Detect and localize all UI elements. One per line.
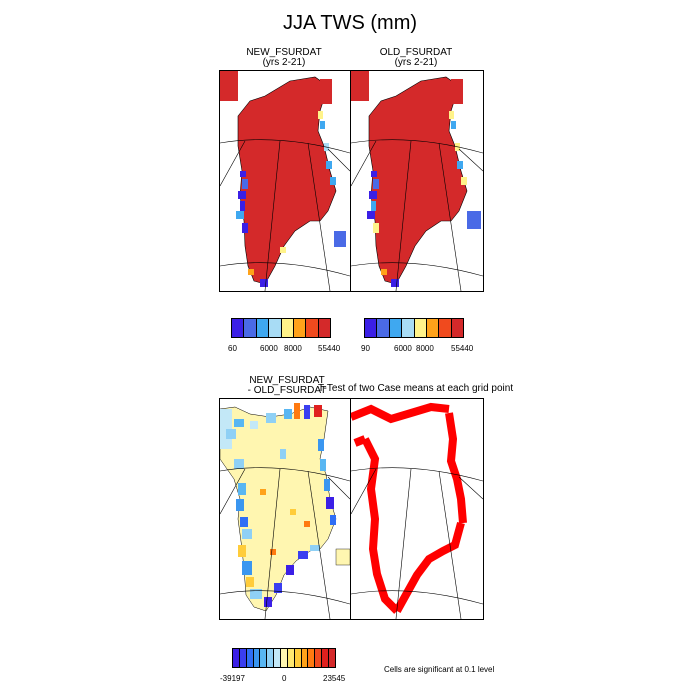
- significance-note: Cells are significant at 0.1 level: [384, 665, 495, 674]
- panel-title-old: OLD_FSURDAT (yrs 2-21): [350, 48, 482, 68]
- colorbar-diff-swatch: [246, 649, 254, 667]
- land-patch: [220, 71, 238, 101]
- panel-subtitle-old: (yrs 2-21): [394, 57, 438, 68]
- colorbar-diff-swatch: [329, 649, 335, 667]
- graticule: [351, 467, 483, 619]
- colorbar-diff-swatch: [281, 649, 288, 667]
- colorbar-old-swatch: [389, 319, 403, 337]
- colorbar-diff-swatch: [322, 649, 330, 667]
- colorbar-new: [231, 318, 331, 338]
- colorbar-new-label-8000: 8000: [284, 344, 302, 353]
- colorbar-diff: [232, 648, 336, 668]
- colorbar-new-swatch: [269, 319, 282, 337]
- panel-title-diff-line2: - OLD_FSURDAT: [247, 385, 327, 396]
- colorbar-diff-swatch: [260, 649, 268, 667]
- colorbar-old-label-min: 90: [361, 344, 370, 353]
- panel-title-old-main: OLD_FSURDAT: [379, 47, 453, 58]
- figure-title: JJA TWS (mm): [282, 12, 418, 34]
- colorbar-new-label-6000: 6000: [260, 344, 278, 353]
- colorbar-new-swatch: [244, 319, 257, 337]
- panel-title-new-main: NEW_FSURDAT: [246, 47, 322, 58]
- colorbar-diff-swatch: [253, 649, 261, 667]
- colorbar-diff-swatch: [239, 649, 247, 667]
- map-ttest: [350, 398, 484, 620]
- colorbar-old-swatch: [451, 319, 463, 337]
- map-difference-svg: [220, 399, 350, 619]
- colorbar-old-label-6000: 6000: [394, 344, 412, 353]
- colorbar-diff-swatch: [301, 649, 309, 667]
- colorbar-old-swatch: [426, 319, 440, 337]
- colorbar-new-swatch: [293, 319, 307, 337]
- colorbar-old-label-8000: 8000: [416, 344, 434, 353]
- land-patch: [351, 71, 369, 101]
- significant-cells: [351, 402, 467, 614]
- colorbar-old-swatch: [414, 319, 427, 337]
- colorbar-old-swatch: [377, 319, 390, 337]
- map-difference: [219, 398, 351, 620]
- colorbar-old-label-max: 55440: [451, 344, 474, 353]
- graticule: [220, 467, 350, 619]
- colorbar-new-swatch: [318, 319, 330, 337]
- land-patch: [451, 79, 463, 104]
- colorbar-old-swatch: [365, 319, 378, 337]
- map-old-svg: [351, 71, 483, 291]
- map-new-fsurdat: [219, 70, 351, 292]
- colorbar-new-swatch: [281, 319, 294, 337]
- graticule: [220, 139, 350, 291]
- colorbar-diff-label-max: 23545: [323, 674, 346, 683]
- colorbar-old-swatch: [402, 319, 415, 337]
- map-ttest-svg: [351, 402, 483, 619]
- colorbar-diff-swatch: [274, 649, 282, 667]
- colorbar-new-swatch: [232, 319, 245, 337]
- colorbar-diff-swatch: [315, 649, 323, 667]
- panel-title-diff-line1: NEW_FSURDAT: [249, 375, 325, 386]
- colorbar-new-label-max: 55440: [318, 344, 341, 353]
- colorbar-diff-swatch: [267, 649, 275, 667]
- colorbar-diff-label-min: -39197: [220, 674, 245, 683]
- panel-title-ttest: T-Test of two Case means at each grid po…: [318, 383, 514, 394]
- colorbar-old: [364, 318, 464, 338]
- colorbar-new-swatch: [256, 319, 270, 337]
- greenland-land: [237, 76, 337, 285]
- colorbar-diff-swatch: [233, 649, 240, 667]
- colorbar-new-label-min: 60: [228, 344, 237, 353]
- graticule: [351, 139, 483, 291]
- colorbar-diff-swatch: [287, 649, 295, 667]
- land-patch: [320, 79, 332, 104]
- map-new-svg: [220, 71, 350, 291]
- greenland-land: [368, 76, 468, 285]
- colorbar-diff-swatch: [308, 649, 316, 667]
- colorbar-old-swatch: [439, 319, 452, 337]
- diff-cells: [220, 403, 350, 607]
- colorbar-new-swatch: [306, 319, 319, 337]
- map-old-fsurdat: [350, 70, 484, 292]
- panel-subtitle-new: (yrs 2-21): [262, 57, 306, 68]
- panel-title-diff: NEW_FSURDAT - OLD_FSURDAT: [222, 376, 352, 396]
- colorbar-diff-label-zero: 0: [282, 674, 287, 683]
- panel-title-new: NEW_FSURDAT (yrs 2-21): [219, 48, 349, 68]
- colorbar-diff-swatch: [294, 649, 302, 667]
